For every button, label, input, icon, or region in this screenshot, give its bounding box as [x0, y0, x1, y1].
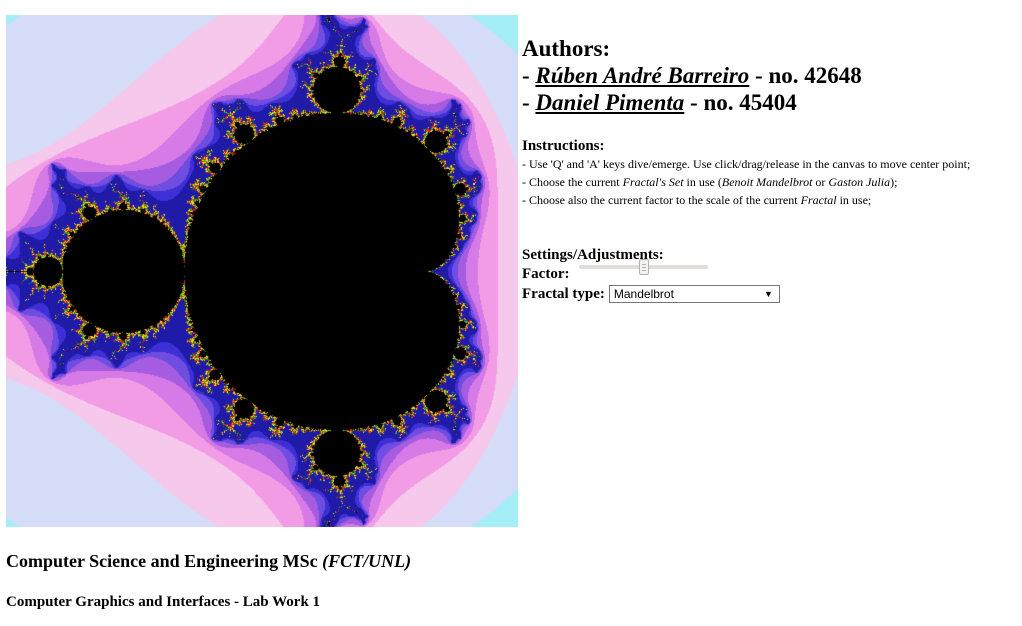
instruction-text: in use; — [836, 193, 872, 207]
fractal-type-selected: Mandelbrot — [613, 287, 674, 301]
author-line-1: - Rúben André Barreiro - no. 42648 — [522, 62, 1017, 89]
author-prefix: - — [522, 90, 536, 115]
instruction-text: ); — [890, 175, 898, 189]
authors-heading: Authors: — [522, 36, 611, 61]
author-line-2: - Daniel Pimenta - no. 45404 — [522, 89, 1017, 116]
settings-heading: Settings/Adjustments: — [522, 247, 664, 263]
fractal-canvas[interactable] — [6, 15, 518, 527]
instruction-text: or — [812, 175, 829, 189]
fractal-canvas-area[interactable] — [6, 15, 518, 527]
author-number: - no. 45404 — [684, 90, 797, 115]
factor-slider[interactable] — [579, 259, 708, 275]
footer-program-text: Computer Science and Engineering MSc — [6, 551, 323, 571]
fractal-type-select[interactable]: Mandelbrot ▼ — [608, 285, 780, 303]
factor-label: Factor: — [522, 266, 570, 282]
author-number: - no. 42648 — [749, 63, 862, 88]
instruction-line-1: - Use 'Q' and 'A' keys dive/emerge. Use … — [522, 157, 971, 171]
footer-program-institution: (FCT/UNL) — [322, 551, 412, 571]
fractal-type-label: Fractal type: — [522, 286, 605, 302]
factor-row: Factor: — [522, 259, 1017, 283]
author-link-daniel[interactable]: Daniel Pimenta — [535, 90, 685, 115]
instruction-emphasis: Gaston Julia — [828, 175, 891, 189]
instruction-text: - Choose the current — [522, 175, 623, 189]
instruction-emphasis: Fractal's Set — [622, 175, 684, 189]
footer-course: Computer Graphics and Interfaces - Lab W… — [6, 594, 321, 610]
author-prefix: - — [522, 63, 536, 88]
instructions-heading: Instructions: — [522, 138, 605, 154]
instructions-list: - Use 'Q' and 'A' keys dive/emerge. Use … — [522, 155, 1017, 209]
author-link-ruben[interactable]: Rúben André Barreiro — [535, 63, 750, 88]
instruction-emphasis: Benoit Mandelbrot — [721, 175, 813, 189]
side-panel: Authors: - Rúben André Barreiro - no. 42… — [522, 35, 1017, 303]
instruction-emphasis: Fractal — [800, 193, 837, 207]
instruction-text: in use ( — [683, 175, 722, 189]
instruction-line-3: - Choose also the current factor to the … — [522, 191, 1017, 209]
footer-program: Computer Science and Engineering MSc (FC… — [6, 551, 411, 572]
fractal-type-row: Fractal type: Mandelbrot ▼ — [522, 285, 1017, 303]
chevron-down-icon: ▼ — [763, 289, 773, 299]
instruction-text: - Choose also the current factor to the … — [522, 193, 801, 207]
instruction-line-2: - Choose the current Fractal's Set in us… — [522, 173, 1017, 191]
factor-slider-thumb[interactable] — [639, 259, 649, 275]
